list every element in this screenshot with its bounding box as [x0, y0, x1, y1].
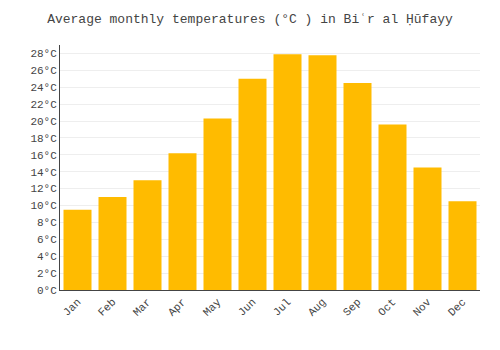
svg-text:May: May	[201, 296, 224, 319]
svg-text:Aug: Aug	[306, 296, 328, 318]
svg-text:8°C: 8°C	[37, 217, 57, 229]
svg-text:Jul: Jul	[271, 296, 293, 318]
svg-text:28°C: 28°C	[30, 48, 57, 60]
svg-text:Apr: Apr	[166, 296, 188, 318]
svg-text:0°C: 0°C	[37, 285, 57, 297]
svg-text:Mar: Mar	[131, 296, 153, 318]
svg-text:4°C: 4°C	[37, 251, 57, 263]
svg-text:14°C: 14°C	[30, 167, 57, 179]
svg-text:Oct: Oct	[376, 296, 398, 318]
svg-text:Feb: Feb	[96, 296, 118, 318]
svg-text:24°C: 24°C	[30, 82, 57, 94]
svg-text:18°C: 18°C	[30, 133, 57, 145]
svg-text:20°C: 20°C	[30, 116, 57, 128]
svg-text:22°C: 22°C	[30, 99, 57, 111]
svg-text:Nov: Nov	[411, 296, 434, 319]
svg-text:26°C: 26°C	[30, 65, 57, 77]
svg-text:16°C: 16°C	[30, 150, 57, 162]
svg-text:6°C: 6°C	[37, 234, 57, 246]
svg-text:Jun: Jun	[236, 296, 258, 318]
svg-text:Dec: Dec	[446, 296, 468, 318]
svg-text:Average monthly temperatures (: Average monthly temperatures (°C ) in Bi…	[47, 12, 453, 27]
svg-text:Jan: Jan	[61, 296, 83, 318]
svg-text:2°C: 2°C	[37, 268, 57, 280]
svg-text:10°C: 10°C	[30, 200, 57, 212]
svg-text:12°C: 12°C	[30, 183, 57, 195]
svg-text:Sep: Sep	[341, 296, 363, 318]
